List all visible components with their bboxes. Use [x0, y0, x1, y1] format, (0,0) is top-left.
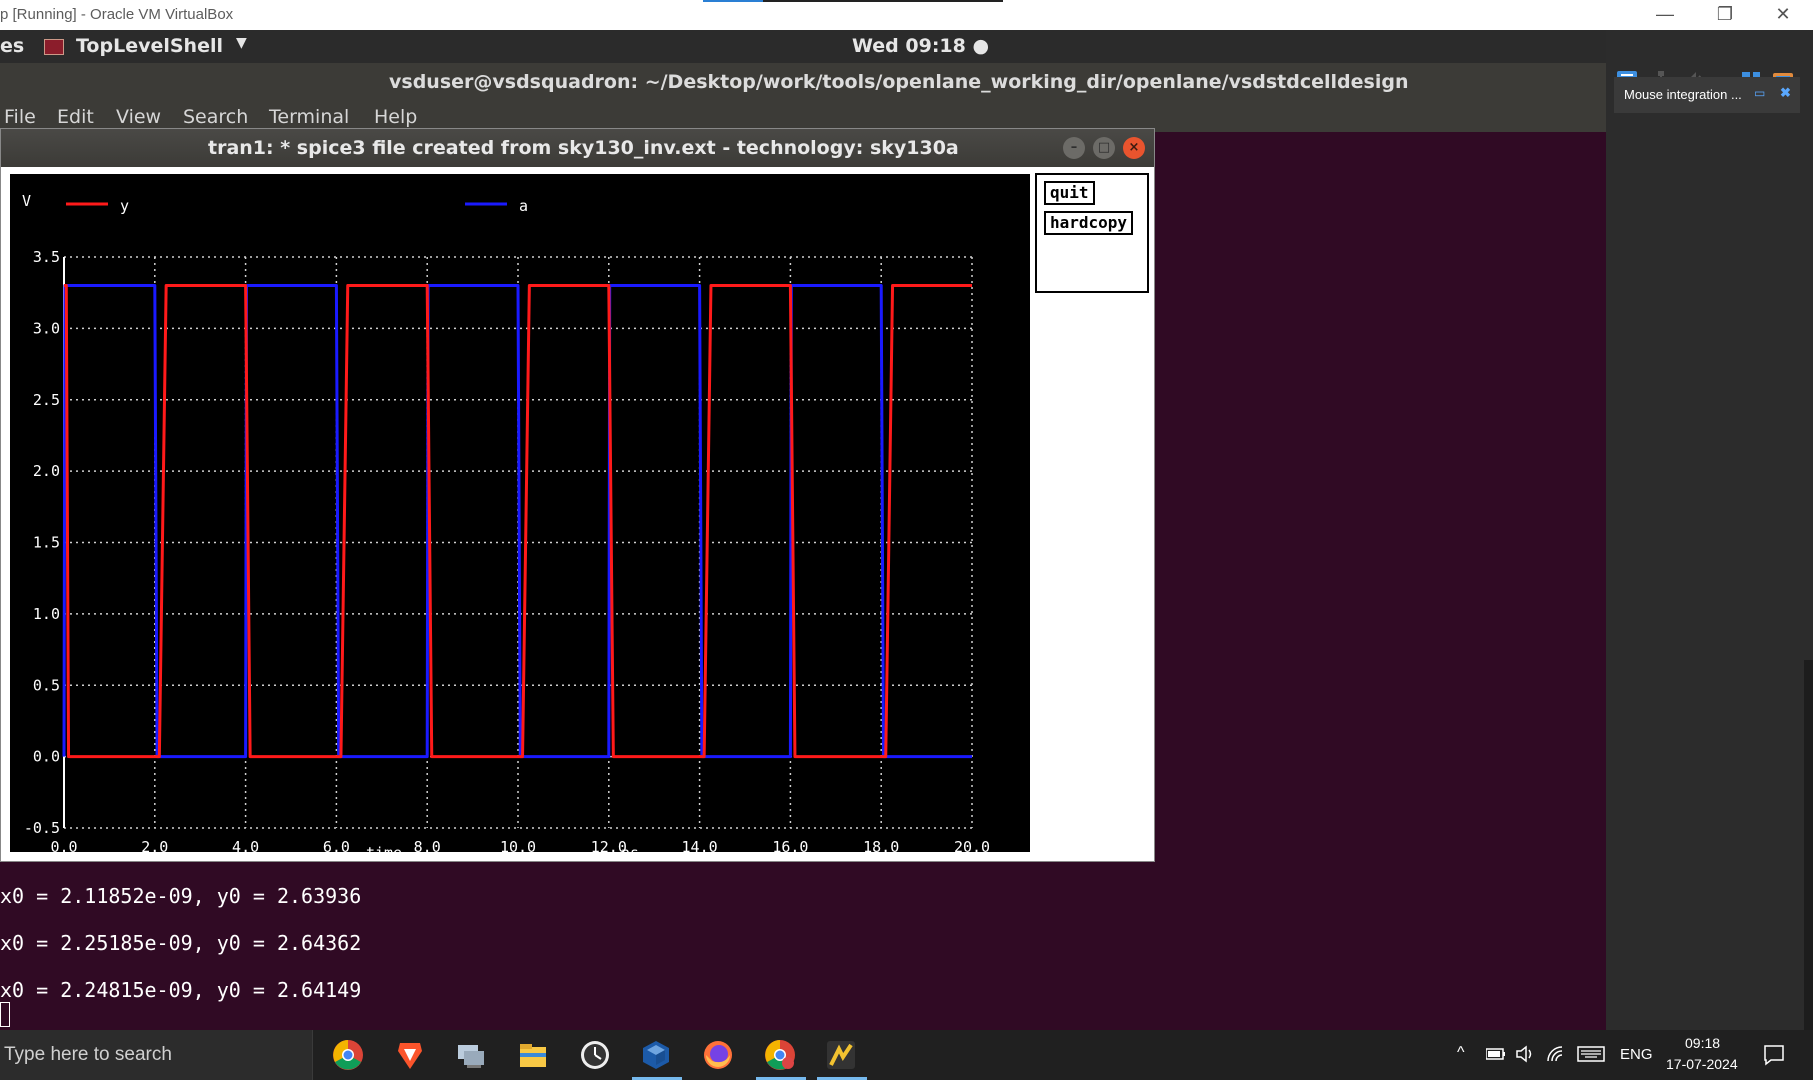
y-tick-label: 0.5 — [33, 676, 60, 694]
terminal-title: vsduser@vsdsquadron: ~/Desktop/work/tool… — [389, 71, 1409, 93]
menu-search[interactable]: Search — [183, 106, 249, 128]
plot-titlebar[interactable]: tran1: * spice3 file created from sky130… — [1, 129, 1154, 167]
network-icon[interactable] — [455, 1039, 487, 1071]
app-menu-label[interactable]: TopLevelShell — [76, 35, 223, 57]
host-titlebar: p [Running] - Oracle VM VirtualBox — ❐ ✕ — [0, 0, 1813, 30]
notification-center-icon[interactable] — [1763, 1044, 1785, 1066]
legend-label-y: y — [120, 197, 129, 215]
x-unit-label: ns — [621, 844, 639, 852]
series-line-a — [62, 284, 972, 759]
battery-icon[interactable] — [1486, 1048, 1506, 1060]
y-tick-label: 3.5 — [33, 248, 60, 266]
x-tick-label: 16.0 — [772, 838, 808, 852]
panel-scrollbar[interactable] — [1804, 660, 1813, 1030]
language-indicator[interactable]: ENG — [1620, 1046, 1653, 1063]
host-restore-button[interactable]: ❐ — [1716, 4, 1734, 24]
gnome-top-bar: es TopLevelShell ▼ Wed 09:18 ● — [0, 30, 1606, 63]
y-axis-label: V — [22, 192, 31, 210]
plot-canvas[interactable]: 0.0 2.0 4.0 6.0 8.0 10.0 12.0 14.0 16.0 18.0 20.0 -… — [10, 174, 1030, 852]
quit-button[interactable]: quit — [1044, 181, 1095, 205]
terminal-output-line: x0 = 2.24815e-09, y0 = 2.64149 — [0, 978, 362, 1002]
host-minimize-button[interactable]: — — [1656, 4, 1674, 24]
clock-app-icon[interactable] — [579, 1039, 611, 1071]
y-tick-label: 3.0 — [33, 319, 60, 337]
x-tick-label: 18.0 — [863, 838, 899, 852]
keyboard-icon[interactable] — [1577, 1046, 1605, 1062]
host-window-title: p [Running] - Oracle VM VirtualBox — [0, 6, 234, 23]
notice-close-icon[interactable]: ✖ — [1780, 85, 1791, 100]
legend-label-a: a — [519, 197, 528, 215]
active-app-indicator — [756, 1077, 806, 1080]
x-tick-label: 0.0 — [50, 838, 77, 852]
x-tick-label: 4.0 — [232, 838, 259, 852]
x-tick-label: 14.0 — [682, 838, 718, 852]
tray-date[interactable]: 17-07-2024 — [1666, 1056, 1738, 1072]
terminal-titlebar: vsduser@vsdsquadron: ~/Desktop/work/tool… — [0, 63, 1606, 103]
active-app-indicator — [632, 1077, 682, 1080]
terminal-output-line: x0 = 2.11852e-09, y0 = 2.63936 — [0, 884, 362, 908]
menu-file[interactable]: File — [4, 106, 36, 128]
hardcopy-button[interactable]: hardcopy — [1044, 211, 1134, 235]
terminal-cursor — [0, 1002, 10, 1027]
x-tick-label: 10.0 — [500, 838, 536, 852]
notice-pin-icon[interactable]: ▭ — [1754, 86, 1766, 100]
vbox-status-toolbar — [1606, 30, 1813, 89]
chrome-profile-icon[interactable] — [764, 1039, 796, 1071]
active-app-indicator — [817, 1077, 867, 1080]
x-tick-label: 6.0 — [323, 838, 350, 852]
activities-button[interactable]: es — [0, 35, 25, 57]
y-tick-label: 0.0 — [33, 748, 60, 766]
tray-chevron-icon[interactable]: ^ — [1457, 1044, 1465, 1061]
series-line-y — [64, 284, 972, 759]
gnome-clock[interactable]: Wed 09:18 ● — [852, 35, 990, 57]
y-tick-label: -0.5 — [24, 819, 60, 837]
y-tick-label: 2.5 — [33, 391, 60, 409]
plot-button-panel: quit hardcopy — [1035, 173, 1149, 293]
plot-window-title: tran1: * spice3 file created from sky130… — [208, 137, 959, 159]
plot-close-button[interactable]: × — [1123, 137, 1145, 159]
virtualbox-icon[interactable] — [640, 1039, 672, 1071]
brave-icon[interactable] — [394, 1039, 426, 1071]
tab-indicator — [703, 0, 1003, 2]
menu-terminal[interactable]: Terminal — [269, 106, 350, 128]
x-tick-label: 2.0 — [141, 838, 168, 852]
notice-text: Mouse integration ... — [1624, 87, 1742, 102]
vbox-side-panel — [1606, 30, 1813, 1030]
tray-time[interactable]: 09:18 — [1685, 1035, 1721, 1051]
file-explorer-icon[interactable] — [517, 1039, 549, 1071]
plot-maximize-button[interactable]: □ — [1093, 137, 1115, 159]
menu-view[interactable]: View — [116, 106, 162, 128]
app-menu-icon[interactable] — [44, 39, 64, 55]
chrome-icon[interactable] — [332, 1039, 364, 1071]
taskbar-search[interactable]: Type here to search — [0, 1030, 313, 1080]
menu-help[interactable]: Help — [374, 106, 418, 128]
ngspice-plot-window: tran1: * spice3 file created from sky130… — [0, 128, 1155, 862]
firefox-icon[interactable] — [702, 1039, 734, 1071]
x-tick-label: 12.0 — [591, 838, 627, 852]
search-placeholder: Type here to search — [4, 1044, 172, 1065]
y-tick-label: 1.5 — [33, 534, 60, 552]
volume-icon[interactable] — [1515, 1045, 1535, 1063]
x-axis-label: time — [366, 844, 402, 852]
sketch-app-icon[interactable] — [825, 1039, 857, 1071]
chevron-down-icon[interactable]: ▼ — [236, 35, 247, 51]
terminal-menubar: File Edit View Search Terminal Help — [0, 103, 1606, 132]
tab-indicator-active — [703, 0, 763, 2]
host-close-button[interactable]: ✕ — [1775, 4, 1791, 24]
y-tick-label: 2.0 — [33, 462, 60, 480]
plot-minimize-button[interactable]: – — [1063, 137, 1085, 159]
windows-taskbar: Type here to search ^ ENG 09:18 17-07-20… — [0, 1030, 1813, 1080]
menu-edit[interactable]: Edit — [57, 106, 94, 128]
x-tick-label: 8.0 — [414, 838, 441, 852]
y-tick-label: 1.0 — [33, 605, 60, 623]
terminal-output-line: x0 = 2.25185e-09, y0 = 2.64362 — [0, 931, 362, 955]
wifi-icon[interactable] — [1546, 1045, 1566, 1063]
x-tick-label: 20.0 — [954, 838, 990, 852]
plot-svg: 0.0 2.0 4.0 6.0 8.0 10.0 12.0 14.0 16.0 18.0 20.0 -… — [22, 192, 990, 852]
mouse-integration-notice[interactable]: Mouse integration ... ▭ ✖ — [1614, 77, 1800, 113]
